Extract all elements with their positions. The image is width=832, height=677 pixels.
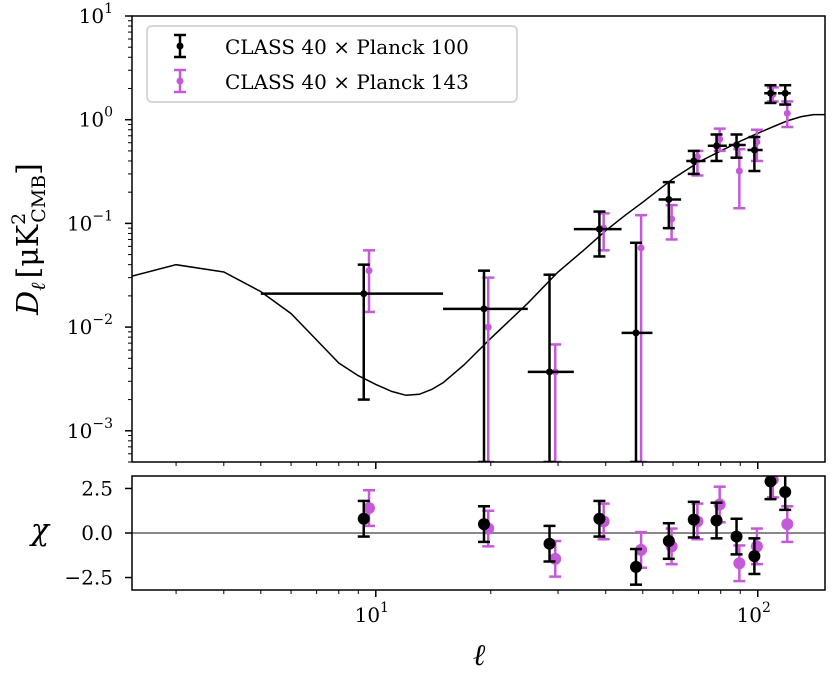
- point-planck100: [665, 195, 673, 203]
- errorbar-planck100: [443, 269, 528, 462]
- point-planck100: [733, 141, 741, 149]
- x-axis-label: ℓ: [473, 638, 486, 673]
- chi-point-planck100: [477, 518, 490, 531]
- chi-point-planck100: [710, 514, 723, 527]
- point-planck143: [637, 244, 645, 252]
- spectrum-data-layer: [260, 83, 794, 462]
- chi-point-planck100: [748, 550, 761, 563]
- ylabel-unit-close: ]: [11, 163, 46, 175]
- model-curve: [132, 113, 825, 397]
- top-y-tick-label: 10−3: [67, 416, 113, 443]
- point-planck100: [713, 142, 721, 150]
- chi-point-planck100: [629, 560, 642, 573]
- bottom-y-axis-label: χ: [29, 513, 51, 548]
- ylabel-main: D: [11, 291, 46, 316]
- top-y-ticks: 101 100 10−1 10−2 10−3: [67, 1, 132, 463]
- chi-point-planck143: [781, 518, 794, 531]
- point-planck100: [360, 290, 368, 298]
- chi-point-planck100: [764, 476, 777, 488]
- chi-point-planck100: [357, 512, 370, 525]
- chi-point-planck143: [363, 502, 376, 515]
- point-planck100: [546, 368, 554, 376]
- x-tick-label: 101: [355, 600, 389, 627]
- point-planck100: [480, 305, 488, 313]
- chi-point-planck100: [779, 486, 792, 499]
- bottom-y-tick-label: 0.0: [81, 521, 113, 545]
- legend: CLASS 40 × Planck 100 CLASS 40 × Planck …: [146, 25, 518, 103]
- chi-point-planck100: [543, 537, 556, 550]
- chi-point-planck100: [730, 530, 743, 543]
- chi-data-layer: [357, 476, 794, 586]
- top-x-ticks: [175, 462, 759, 469]
- chi-panel: 2.5 0.0 −2.5 101 102 χ ℓ: [29, 475, 826, 673]
- point-planck100: [690, 157, 698, 165]
- chi-point-planck100: [593, 512, 606, 525]
- point-planck143: [716, 135, 724, 143]
- top-y-axis-label: Dℓ [μK2CMB]: [8, 163, 50, 316]
- ylabel-sub: ℓ: [26, 282, 50, 291]
- legend-marker-planck143: [174, 68, 186, 94]
- point-planck100: [767, 89, 775, 97]
- chi-point-planck143: [549, 552, 562, 565]
- chi-point-planck100: [687, 513, 700, 526]
- point-planck100: [595, 225, 603, 233]
- svg-text:Dℓ[μK2CMB]: Dℓ [μK2CMB]: [8, 163, 50, 316]
- chi-point-planck143: [733, 557, 746, 570]
- ylabel-unit-open: [μK: [11, 224, 46, 278]
- top-y-tick-label: 10−2: [67, 312, 113, 339]
- chi-point-planck100: [662, 535, 675, 548]
- legend-label-planck100: CLASS 40 × Planck 100: [225, 35, 469, 59]
- legend-box: [146, 25, 518, 103]
- bottom-y-tick-label: 2.5: [81, 476, 113, 500]
- spectrum-panel: 101 100 10−1 10−2 10−3 Dℓ [μK2CMB] CLASS 40 ×…: [8, 1, 826, 469]
- errorbar-planck100: [527, 273, 574, 462]
- errorbar-planck143: [635, 213, 648, 462]
- point-planck143: [484, 323, 492, 331]
- ylabel-unit-sub: CMB: [28, 175, 50, 223]
- point-planck100: [781, 89, 789, 97]
- model-curve-layer: [132, 113, 825, 397]
- top-y-tick-label: 100: [79, 105, 113, 132]
- bottom-y-ticks: 2.5 0.0 −2.5: [64, 476, 132, 590]
- errorbar-planck100: [260, 263, 444, 401]
- errorbar-planck100: [658, 180, 682, 230]
- top-y-tick-label: 10−1: [67, 208, 113, 235]
- bottom-x-ticks: 101 102: [175, 590, 771, 627]
- point-planck143: [735, 167, 743, 175]
- point-planck100: [750, 146, 758, 154]
- errorbar-planck143: [363, 249, 376, 314]
- bottom-y-tick-label: −2.5: [64, 566, 113, 590]
- legend-label-planck143: CLASS 40 × Planck 143: [225, 70, 469, 94]
- point-planck143: [365, 267, 373, 275]
- errorbar-planck100: [621, 241, 653, 462]
- point-planck100: [632, 329, 640, 337]
- legend-marker-planck100: [174, 33, 186, 59]
- ylabel-unit-sup: 2: [8, 213, 30, 225]
- x-tick-label: 102: [737, 600, 771, 627]
- errorbar-planck143: [549, 343, 562, 462]
- point-planck143: [783, 109, 791, 117]
- top-y-tick-label: 101: [79, 1, 113, 28]
